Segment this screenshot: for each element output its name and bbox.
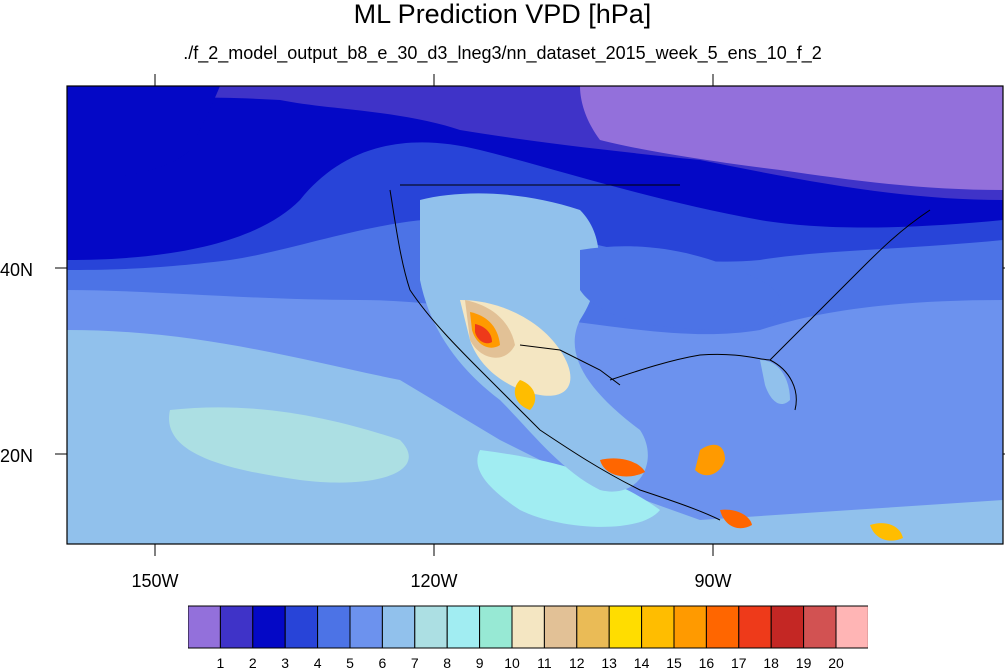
colorbar-tick-label: 4 (313, 655, 322, 671)
colorbar-swatch (381, 605, 416, 649)
coastlines (389, 184, 931, 521)
colorbar-swatch (673, 605, 707, 649)
colorbar-swatch (414, 605, 448, 649)
map-title: ML Prediction VPD [hPa] (353, 0, 652, 29)
field-florida-7 (760, 360, 790, 405)
colorbar-tick-label: 18 (763, 655, 779, 671)
colorbar-tick-label: 12 (569, 655, 585, 671)
colorbar-tick-label: 14 (633, 655, 650, 671)
us-mexico-border (519, 344, 621, 386)
vpd-field (67, 86, 1003, 544)
colorbar-tick-label: 10 (504, 655, 520, 671)
lon-label-120w: 120W (410, 571, 458, 591)
colorbar-tick-label: 2 (248, 655, 257, 671)
field-centralamerica-16 (720, 509, 752, 529)
vpd-map (55, 74, 1005, 556)
colorbar-tick-label: 9 (475, 655, 484, 671)
colorbar-tick-label: 1 (216, 655, 225, 671)
colorbar-swatch (479, 605, 513, 649)
colorbar-tick-label: 15 (666, 655, 682, 671)
field-band-7 (67, 330, 1003, 544)
east-coast-line (769, 209, 931, 361)
colorbar-tick-label: 20 (828, 655, 844, 671)
map-frame (66, 85, 1004, 545)
colorbar-tick-label: 6 (378, 655, 387, 671)
field-southwest-18 (475, 324, 492, 344)
west-coast-line (389, 189, 721, 521)
field-patch-8 (169, 407, 409, 483)
colorbar-tick-label: 5 (346, 655, 354, 671)
lat-label-20n: 20N (0, 446, 34, 466)
colorbar-swatch (219, 605, 254, 649)
colorbar-tick-label: 3 (281, 655, 290, 671)
colorbar-swatch (511, 605, 545, 649)
field-mexico-16 (600, 458, 645, 477)
lon-label-90w: 90W (694, 571, 732, 591)
colorbar-swatch (803, 605, 837, 649)
colorbar-swatch (543, 605, 578, 649)
map-subtitle: ./f_2_model_output_b8_e_30_d3_lneg3/nn_d… (183, 43, 822, 63)
colorbar-tick-label: 17 (731, 655, 747, 671)
field-baja-14 (514, 380, 536, 410)
colorbar-swatch (738, 605, 772, 649)
field-patch-9 (477, 450, 660, 527)
colorbar-swatch (446, 605, 481, 649)
field-yucatan-15 (695, 444, 725, 476)
colorbar-swatch (608, 605, 643, 649)
colorbar-tick-label: 7 (410, 655, 419, 671)
colorbar-tick-label: 8 (443, 655, 452, 671)
field-band-1 (580, 86, 1003, 190)
lat-label-40n: 40N (0, 260, 34, 280)
colorbar-tick-label: 16 (698, 655, 715, 671)
gulf-coast-line (609, 353, 797, 411)
field-colombia-14 (870, 523, 903, 541)
colorbar-swatch (835, 605, 868, 649)
axis-ticks (55, 74, 1005, 556)
colorbar-swatch (576, 605, 610, 649)
colorbar-swatch (317, 605, 351, 649)
colorbar-swatch (284, 605, 319, 649)
colorbar-tick-label: 13 (601, 655, 617, 671)
colorbar (188, 605, 868, 649)
colorbar-swatch (188, 605, 221, 649)
field-plains-5 (580, 246, 781, 330)
colorbar-tick-label: 11 (537, 655, 552, 671)
lon-label-150w: 150W (131, 571, 179, 591)
colorbar-swatch (705, 605, 740, 649)
colorbar-tick-label: 19 (795, 655, 812, 671)
colorbar-swatch (349, 605, 383, 649)
field-patch-pacific-3 (67, 86, 220, 180)
colorbar-swatch (252, 605, 286, 649)
colorbar-swatch (641, 605, 675, 649)
colorbar-swatch (770, 605, 805, 649)
